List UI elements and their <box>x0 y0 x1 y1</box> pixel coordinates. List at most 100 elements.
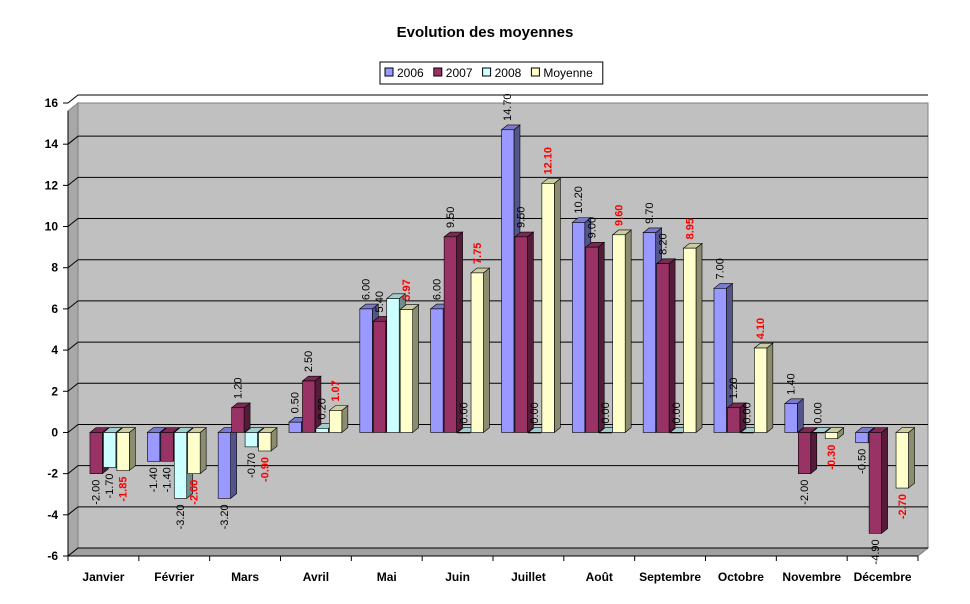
bar-side <box>483 267 490 434</box>
data-label: 8.95 <box>684 218 696 239</box>
gridline <box>67 135 928 145</box>
y-tick-label: -4 <box>47 508 58 522</box>
x-category-label: Juin <box>445 570 470 584</box>
data-label: 12.10 <box>543 147 555 175</box>
data-label: 0.00 <box>458 402 470 423</box>
y-tick-label: 0 <box>51 425 58 439</box>
bar-2008-juin <box>457 432 471 434</box>
data-label: -1.85 <box>118 477 130 502</box>
data-label: 7.75 <box>472 243 484 264</box>
data-label: 10.20 <box>573 186 585 214</box>
bar-side <box>230 427 237 499</box>
data-label: 6.00 <box>361 279 373 300</box>
x-category-label: Septembre <box>639 570 701 584</box>
plot-area: -6 -4 -2 0 2 4 6 8 10 12 14 16 Janvier Février Mars Avr… <box>45 93 930 584</box>
bar-2007-août <box>585 246 599 433</box>
gridline <box>67 506 928 516</box>
bar-moyenne-novembre <box>824 432 838 439</box>
data-label: 9.00 <box>587 217 599 238</box>
data-label: -0.70 <box>246 453 258 478</box>
data-label: -4.90 <box>870 539 882 564</box>
legend-entry-2008: 2008 <box>495 66 522 80</box>
data-label: 1.20 <box>232 378 244 399</box>
bar-side <box>810 427 818 475</box>
y-tick-label: 8 <box>51 261 58 275</box>
bar-moyenne-juin <box>470 272 484 433</box>
bar-moyenne-janvier <box>116 432 130 471</box>
gridline <box>67 94 928 104</box>
data-label: -2.00 <box>91 480 103 505</box>
x-category-label: Avril <box>303 570 329 584</box>
bar-2006-juillet <box>501 129 515 433</box>
data-label: 7.00 <box>715 258 727 279</box>
bar-2008-janvier <box>103 432 117 468</box>
legend-swatch-2008 <box>482 67 492 77</box>
data-label: -3.20 <box>175 504 187 529</box>
bar-2006-mars <box>217 432 231 499</box>
data-label: -1.40 <box>162 467 174 492</box>
data-label: 9.70 <box>644 203 656 224</box>
bar-moyenne-août <box>612 234 626 433</box>
y-tick-label: 16 <box>45 96 59 110</box>
y-tick-label: 6 <box>51 302 58 316</box>
y-tick-label: 4 <box>51 343 58 357</box>
bar-side <box>766 342 774 434</box>
bar-2007-mars <box>231 407 245 433</box>
bar-2006-octobre <box>713 288 727 433</box>
bar-2008-mars <box>244 432 258 448</box>
y-tick-label: -6 <box>47 549 58 563</box>
data-label: -0.30 <box>826 445 838 470</box>
bar-2008-octobre <box>740 432 754 434</box>
data-label: -0.50 <box>856 449 868 474</box>
bar-2006-septembre <box>642 232 656 433</box>
legend-entry-2007: 2007 <box>446 66 473 80</box>
bar-2007-février <box>160 432 174 462</box>
x-category-label: Juillet <box>511 570 546 584</box>
data-label: 4.10 <box>755 318 767 339</box>
x-category-label: Mai <box>377 570 397 584</box>
bar-2007-octobre <box>727 407 741 433</box>
bar-2006-juin <box>430 308 444 433</box>
gridline <box>67 547 928 557</box>
data-label: 6.00 <box>431 279 443 300</box>
bar-moyenne-septembre <box>683 247 697 433</box>
bar-2006-février <box>147 432 161 462</box>
data-label: -2.00 <box>799 480 811 505</box>
data-label: 9.50 <box>516 207 528 228</box>
bar-side <box>881 427 888 534</box>
bar-2006-août <box>572 222 586 433</box>
bar-side <box>796 398 804 434</box>
bar-moyenne-mars <box>258 432 272 452</box>
bar-2008-mai <box>386 298 400 433</box>
legend-swatch-2006 <box>384 67 394 77</box>
y-tick-label: 2 <box>51 384 58 398</box>
bar-2007-décembre <box>868 432 882 534</box>
bar-2008-septembre <box>669 432 683 434</box>
data-label: 0.50 <box>290 392 302 413</box>
y-tick-label: -2 <box>47 467 58 481</box>
data-label: 14.70 <box>502 93 514 121</box>
data-label: 5.40 <box>374 291 386 312</box>
data-label: 1.20 <box>728 378 740 399</box>
gridline <box>67 218 928 227</box>
bar-2007-juin <box>443 236 457 433</box>
bar-side <box>199 427 207 475</box>
x-category-label: Octobre <box>718 570 764 584</box>
bar-2007-novembre <box>797 432 812 474</box>
x-category-label: Mars <box>231 570 259 584</box>
bar-2008-juillet <box>528 432 542 434</box>
x-category-label: Décembre <box>854 570 912 584</box>
data-label: -2.70 <box>897 494 909 519</box>
bar-2006-novembre <box>784 403 798 433</box>
bar-moyenne-juillet <box>541 183 555 433</box>
bar-2008-février <box>173 432 188 499</box>
data-label: 1.40 <box>786 373 798 394</box>
x-category-label: Novembre <box>782 570 841 584</box>
bar-moyenne-mai <box>399 309 413 433</box>
bar-2008-novembre <box>811 432 825 434</box>
floor <box>66 547 930 557</box>
data-label: 2.50 <box>303 351 315 372</box>
bar-2006-décembre <box>855 432 869 444</box>
chart-title: Evolution des moyennes <box>397 24 574 41</box>
data-label: -1.40 <box>148 467 160 492</box>
